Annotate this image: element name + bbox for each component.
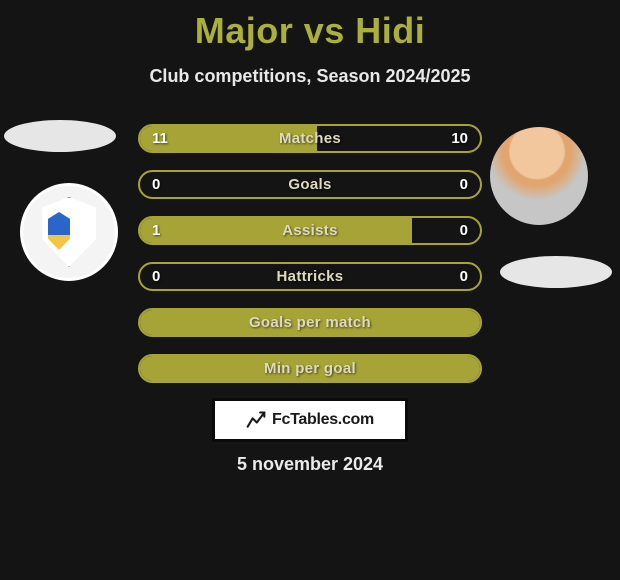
brand-chart-icon xyxy=(246,410,266,430)
stat-value-left: 0 xyxy=(152,268,160,285)
snapshot-date: 5 november 2024 xyxy=(0,454,620,475)
page-subtitle: Club competitions, Season 2024/2025 xyxy=(149,66,470,87)
player-right-name-oval xyxy=(500,256,612,288)
stat-label: Goals xyxy=(140,176,480,193)
stat-value-left: 0 xyxy=(152,176,160,193)
stat-value-right: 0 xyxy=(460,268,468,285)
stat-label: Assists xyxy=(140,222,480,239)
stat-row: Assists1 0 xyxy=(138,216,482,245)
club-badge-icon xyxy=(39,197,99,267)
brand-text: FcTables.com xyxy=(272,411,374,429)
comparison-stats: Matches1110Goals00Assists10Hattricks00Go… xyxy=(138,124,482,383)
stat-value-left: 1 xyxy=(152,222,160,239)
stat-row: Matches11 10 xyxy=(138,124,482,153)
stat-label: Matches xyxy=(140,130,480,147)
stat-label: Hattricks xyxy=(140,268,480,285)
stat-value-left: 11 xyxy=(152,130,168,147)
stat-value-right: 0 xyxy=(460,176,468,193)
brand-box: FcTables.com xyxy=(212,398,408,442)
stat-row: Goals0 0 xyxy=(138,170,482,199)
player-left-name-oval xyxy=(4,120,116,152)
stat-label: Min per goal xyxy=(140,360,480,377)
stat-row: Goals per match xyxy=(138,308,482,337)
stat-row: Hattricks0 0 xyxy=(138,262,482,291)
stat-row: Min per goal xyxy=(138,354,482,383)
stat-value-right: 0 xyxy=(460,222,468,239)
player-left-club-badge xyxy=(20,183,118,281)
stat-label: Goals per match xyxy=(140,314,480,331)
player-right-photo xyxy=(490,127,588,225)
stat-value-right: 10 xyxy=(451,130,468,147)
page-title: Major vs Hidi xyxy=(195,10,426,52)
